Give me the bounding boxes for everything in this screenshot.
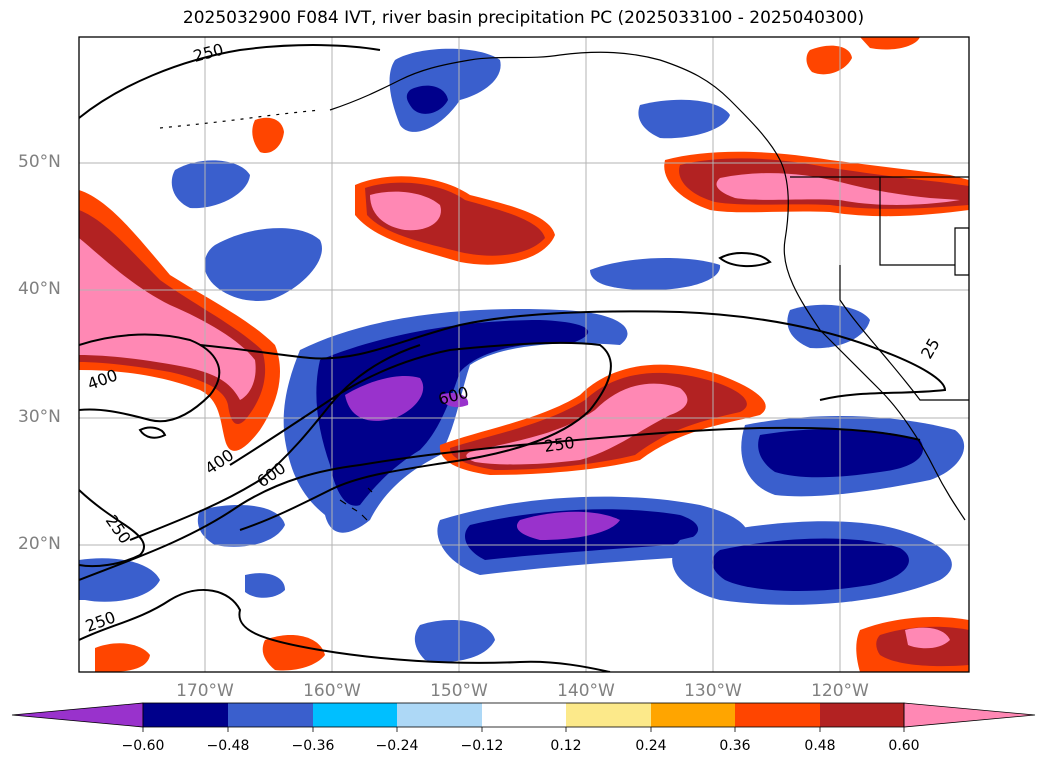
colorbar-tick-label: 0.60: [888, 738, 920, 754]
colorbar-tick-label: 0.24: [635, 738, 667, 754]
blue-region-s-2: [197, 505, 285, 547]
colorbar-segment: [397, 703, 482, 727]
blue-region-s-1: [414, 620, 495, 662]
contour-small-1: [718, 252, 772, 268]
us-state-line-2: [954, 227, 969, 276]
purple-region-central-2: [440, 393, 469, 408]
contour-250-sw: [79, 489, 145, 568]
navy-region-central: [316, 320, 589, 506]
colorbar-segment: [313, 703, 397, 727]
hawaii-islands: [339, 487, 373, 521]
colorbar-arrow-low: [11, 702, 144, 728]
blue-region-sw: [79, 558, 160, 602]
colorbar-arrow-high: [903, 702, 1036, 728]
aleutian-chain: [159, 109, 321, 129]
colorbar-tick-label: −0.12: [460, 738, 504, 754]
lon-label-140w: 140°W: [557, 681, 615, 701]
pink-region-north: [370, 191, 441, 231]
ivt-contours: [79, 44, 947, 672]
orange-region-s: [262, 635, 325, 671]
colorbar-tick-label: 0.36: [719, 738, 751, 754]
blue-region-s-3: [245, 573, 285, 598]
colorbar-tick-label: −0.24: [375, 738, 419, 754]
contour-small-2: [138, 426, 167, 439]
purple-region-south: [516, 511, 620, 540]
map-plot-area: 250 400 600 600 400 250 250 250 25: [79, 37, 969, 672]
graticule: [79, 37, 969, 672]
blue-region-gulf: [638, 99, 730, 139]
lon-label-150w: 150°W: [430, 681, 488, 701]
orange-region-nw-small: [252, 117, 284, 154]
map-title: 2025032900 F084 IVT, river basin precipi…: [182, 8, 865, 28]
contour-400-outer: [129, 344, 421, 541]
us-state-line-1: [879, 177, 955, 266]
contour-250-loop: [199, 310, 947, 401]
navy-region-southeast: [712, 538, 909, 592]
contour-label: 250: [543, 433, 576, 456]
lat-label-30n: 30°N: [18, 407, 61, 427]
colorbar-segment: [651, 703, 735, 727]
blue-region-coast: [787, 304, 870, 349]
colorbar-segment: [566, 703, 651, 727]
contour-600-inner: [229, 341, 612, 531]
colorbar-segment: [228, 703, 313, 727]
blue-region-northwest: [204, 228, 322, 301]
colorbar-tick-label: −0.48: [206, 738, 250, 754]
lat-label-40n: 40°N: [18, 279, 61, 299]
orange-region-sw: [95, 643, 150, 672]
pink-region-west: [79, 238, 256, 400]
lon-label-170w: 170°W: [176, 681, 234, 701]
colorbar-outline: [142, 702, 905, 728]
navy-region-east: [758, 428, 924, 478]
contour-250-south: [79, 426, 921, 581]
orange-region-top: [806, 45, 852, 75]
map-frame: [78, 36, 970, 673]
coastlines: [159, 51, 969, 521]
colorbar: [11, 702, 1036, 732]
purple-region-central: [345, 375, 424, 421]
colorbar-segment: [143, 703, 228, 727]
pink-region-ne: [716, 173, 960, 205]
colorbar-tick-label: 0.48: [804, 738, 836, 754]
orange-region-top-2: [860, 37, 920, 50]
pink-region-se: [905, 627, 950, 649]
lat-label-50n: 50°N: [18, 152, 61, 172]
lat-label-20n: 20°N: [18, 534, 61, 554]
colorbar-tick-label: 0.12: [550, 738, 582, 754]
lon-label-160w: 160°W: [303, 681, 361, 701]
colorbar-segment: [820, 703, 904, 727]
contour-400-west: [79, 333, 221, 423]
colorbar-tick-label: −0.36: [291, 738, 335, 754]
colorbar-segment: [482, 703, 566, 727]
contour-250-bottom: [79, 588, 611, 672]
lon-label-130w: 130°W: [684, 681, 742, 701]
contour-250-north: [79, 44, 381, 119]
lon-label-120w: 120°W: [811, 681, 869, 701]
navy-region-alaska: [406, 85, 448, 114]
blue-region-north-small: [171, 160, 250, 209]
colorbar-tick-label: −0.60: [121, 738, 165, 754]
alaska-coast: [329, 51, 966, 521]
colorbar-segment: [735, 703, 820, 727]
us-state-line-3: [839, 265, 969, 401]
blue-region-ne-1: [590, 258, 721, 290]
